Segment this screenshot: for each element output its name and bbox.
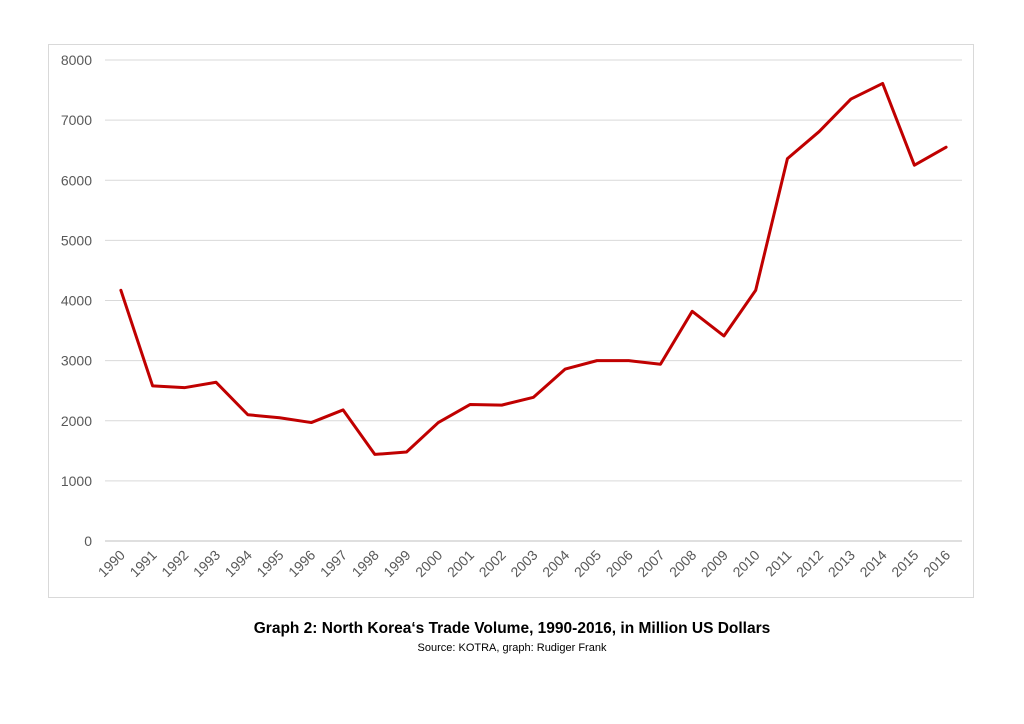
- x-tick-label: 2007: [634, 547, 667, 580]
- x-tick-label: 1993: [190, 547, 223, 580]
- x-tick-label: 1997: [317, 547, 350, 580]
- series-line-trade-volume: [119, 81, 948, 456]
- x-tick-label: 2012: [793, 547, 826, 580]
- x-tick-label: 1992: [158, 547, 191, 580]
- y-tick-label: 6000: [61, 172, 92, 188]
- x-tick-label: 2014: [856, 547, 889, 580]
- x-tick-label: 2010: [729, 547, 762, 580]
- chart-source-note: Source: KOTRA, graph: Rudiger Frank: [417, 642, 607, 654]
- y-tick-label: 0: [84, 533, 92, 549]
- y-tick-label: 1000: [61, 473, 92, 489]
- x-tick-label: 2013: [825, 547, 858, 580]
- x-tick-label: 2009: [698, 547, 731, 580]
- x-tick-label: 2002: [476, 547, 509, 580]
- x-tick-label: 2008: [666, 547, 699, 580]
- y-tick-label: 3000: [61, 353, 92, 369]
- chart-frame: [48, 44, 974, 598]
- gridlines: [105, 59, 962, 542]
- x-tick-label: 2001: [444, 547, 477, 580]
- x-tick-label: 1990: [95, 547, 128, 580]
- x-tick-label: 2006: [602, 547, 635, 580]
- y-tick-label: 7000: [61, 112, 92, 128]
- x-tick-label: 1995: [253, 547, 286, 580]
- x-tick-label: 1998: [349, 547, 382, 580]
- chart-title: Graph 2: North Korea‘s Trade Volume, 199…: [253, 620, 771, 637]
- x-tick-label: 2015: [888, 547, 921, 580]
- y-tick-label: 8000: [61, 52, 92, 68]
- x-tick-label: 1999: [380, 547, 413, 580]
- y-tick-label: 4000: [61, 293, 92, 309]
- x-tick-label: 2003: [507, 547, 540, 580]
- x-axis-tick-labels: 1990199119921993199419951996199719981999…: [95, 547, 954, 580]
- x-tick-label: 2005: [571, 547, 604, 580]
- y-tick-label: 5000: [61, 232, 92, 248]
- x-tick-label: 2011: [762, 547, 795, 580]
- x-tick-label: 2016: [920, 547, 953, 580]
- x-tick-label: 2000: [412, 547, 445, 580]
- x-tick-label: 1991: [126, 547, 159, 580]
- x-tick-label: 1994: [222, 547, 255, 580]
- y-tick-label: 2000: [61, 413, 92, 429]
- y-axis-tick-labels: 0 1000 2000 3000 4000 5000 6000 7000 8000: [61, 52, 92, 549]
- x-tick-label: 2004: [539, 547, 572, 580]
- series-layer: [119, 81, 948, 456]
- x-tick-label: 1996: [285, 547, 318, 580]
